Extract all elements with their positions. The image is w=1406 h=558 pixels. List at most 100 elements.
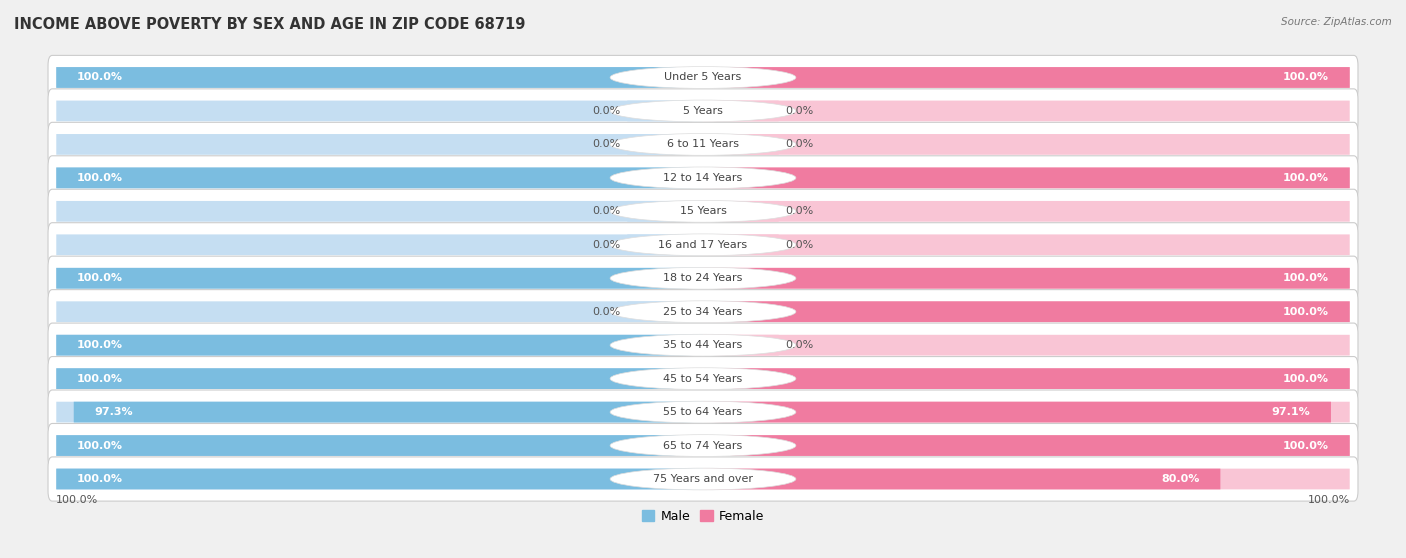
FancyBboxPatch shape — [48, 457, 1358, 501]
FancyBboxPatch shape — [56, 268, 703, 288]
Ellipse shape — [610, 435, 796, 456]
FancyBboxPatch shape — [703, 402, 1331, 422]
Ellipse shape — [610, 133, 796, 155]
Text: 100.0%: 100.0% — [77, 474, 122, 484]
Text: 45 to 54 Years: 45 to 54 Years — [664, 374, 742, 384]
FancyBboxPatch shape — [56, 368, 703, 389]
FancyBboxPatch shape — [48, 89, 1358, 133]
FancyBboxPatch shape — [56, 234, 703, 255]
Text: Source: ZipAtlas.com: Source: ZipAtlas.com — [1281, 17, 1392, 27]
Text: INCOME ABOVE POVERTY BY SEX AND AGE IN ZIP CODE 68719: INCOME ABOVE POVERTY BY SEX AND AGE IN Z… — [14, 17, 526, 32]
Ellipse shape — [610, 167, 796, 189]
Text: 100.0%: 100.0% — [77, 441, 122, 450]
Ellipse shape — [610, 301, 796, 323]
FancyBboxPatch shape — [56, 268, 703, 288]
FancyBboxPatch shape — [627, 201, 703, 222]
FancyBboxPatch shape — [56, 435, 703, 456]
Text: 0.0%: 0.0% — [786, 106, 814, 116]
Text: 0.0%: 0.0% — [786, 240, 814, 250]
FancyBboxPatch shape — [703, 234, 1350, 255]
Text: 100.0%: 100.0% — [77, 374, 122, 384]
Text: 0.0%: 0.0% — [592, 140, 620, 150]
FancyBboxPatch shape — [56, 67, 703, 88]
FancyBboxPatch shape — [56, 67, 703, 88]
FancyBboxPatch shape — [703, 335, 1350, 355]
Ellipse shape — [610, 468, 796, 490]
Text: 75 Years and over: 75 Years and over — [652, 474, 754, 484]
FancyBboxPatch shape — [703, 67, 1350, 88]
FancyBboxPatch shape — [48, 290, 1358, 334]
Text: 65 to 74 Years: 65 to 74 Years — [664, 441, 742, 450]
FancyBboxPatch shape — [703, 268, 1350, 288]
FancyBboxPatch shape — [73, 402, 703, 422]
FancyBboxPatch shape — [627, 234, 703, 255]
Ellipse shape — [610, 368, 796, 389]
FancyBboxPatch shape — [703, 469, 1220, 489]
Text: 100.0%: 100.0% — [1284, 307, 1329, 317]
FancyBboxPatch shape — [627, 134, 703, 155]
Ellipse shape — [610, 334, 796, 356]
FancyBboxPatch shape — [56, 201, 703, 222]
Text: 100.0%: 100.0% — [77, 73, 122, 83]
Text: 100.0%: 100.0% — [1284, 441, 1329, 450]
FancyBboxPatch shape — [703, 368, 1350, 389]
FancyBboxPatch shape — [703, 201, 1350, 222]
Text: 100.0%: 100.0% — [1284, 374, 1329, 384]
Text: 0.0%: 0.0% — [592, 106, 620, 116]
Text: 16 and 17 Years: 16 and 17 Years — [658, 240, 748, 250]
FancyBboxPatch shape — [56, 368, 703, 389]
Text: 100.0%: 100.0% — [56, 495, 98, 505]
Text: Under 5 Years: Under 5 Years — [665, 73, 741, 83]
FancyBboxPatch shape — [703, 67, 1350, 88]
FancyBboxPatch shape — [703, 167, 1350, 188]
FancyBboxPatch shape — [703, 100, 1350, 121]
FancyBboxPatch shape — [48, 390, 1358, 434]
FancyBboxPatch shape — [703, 234, 779, 255]
FancyBboxPatch shape — [56, 167, 703, 188]
Text: 6 to 11 Years: 6 to 11 Years — [666, 140, 740, 150]
FancyBboxPatch shape — [703, 301, 1350, 322]
FancyBboxPatch shape — [56, 469, 703, 489]
FancyBboxPatch shape — [56, 301, 703, 322]
Text: 5 Years: 5 Years — [683, 106, 723, 116]
Text: 25 to 34 Years: 25 to 34 Years — [664, 307, 742, 317]
FancyBboxPatch shape — [703, 335, 779, 355]
Ellipse shape — [610, 267, 796, 289]
FancyBboxPatch shape — [48, 55, 1358, 99]
FancyBboxPatch shape — [627, 100, 703, 121]
Text: 15 Years: 15 Years — [679, 206, 727, 217]
FancyBboxPatch shape — [48, 424, 1358, 468]
Text: 100.0%: 100.0% — [1308, 495, 1350, 505]
FancyBboxPatch shape — [703, 167, 1350, 188]
Text: 18 to 24 Years: 18 to 24 Years — [664, 273, 742, 283]
FancyBboxPatch shape — [48, 256, 1358, 300]
Text: 100.0%: 100.0% — [77, 273, 122, 283]
Ellipse shape — [610, 100, 796, 122]
FancyBboxPatch shape — [703, 469, 1350, 489]
FancyBboxPatch shape — [48, 122, 1358, 166]
Text: 100.0%: 100.0% — [77, 340, 122, 350]
Text: 0.0%: 0.0% — [786, 340, 814, 350]
FancyBboxPatch shape — [703, 435, 1350, 456]
FancyBboxPatch shape — [56, 435, 703, 456]
FancyBboxPatch shape — [48, 156, 1358, 200]
Text: 100.0%: 100.0% — [1284, 173, 1329, 183]
FancyBboxPatch shape — [56, 100, 703, 121]
FancyBboxPatch shape — [703, 268, 1350, 288]
FancyBboxPatch shape — [56, 335, 703, 355]
Text: 100.0%: 100.0% — [1284, 73, 1329, 83]
Text: 97.1%: 97.1% — [1271, 407, 1310, 417]
Text: 100.0%: 100.0% — [1284, 273, 1329, 283]
Text: 12 to 14 Years: 12 to 14 Years — [664, 173, 742, 183]
Text: 97.3%: 97.3% — [94, 407, 134, 417]
FancyBboxPatch shape — [48, 357, 1358, 401]
FancyBboxPatch shape — [703, 435, 1350, 456]
FancyBboxPatch shape — [627, 301, 703, 322]
FancyBboxPatch shape — [56, 335, 703, 355]
Text: 0.0%: 0.0% — [786, 140, 814, 150]
Ellipse shape — [610, 66, 796, 88]
Text: 35 to 44 Years: 35 to 44 Years — [664, 340, 742, 350]
Text: 0.0%: 0.0% — [786, 206, 814, 217]
FancyBboxPatch shape — [703, 134, 1350, 155]
FancyBboxPatch shape — [56, 134, 703, 155]
